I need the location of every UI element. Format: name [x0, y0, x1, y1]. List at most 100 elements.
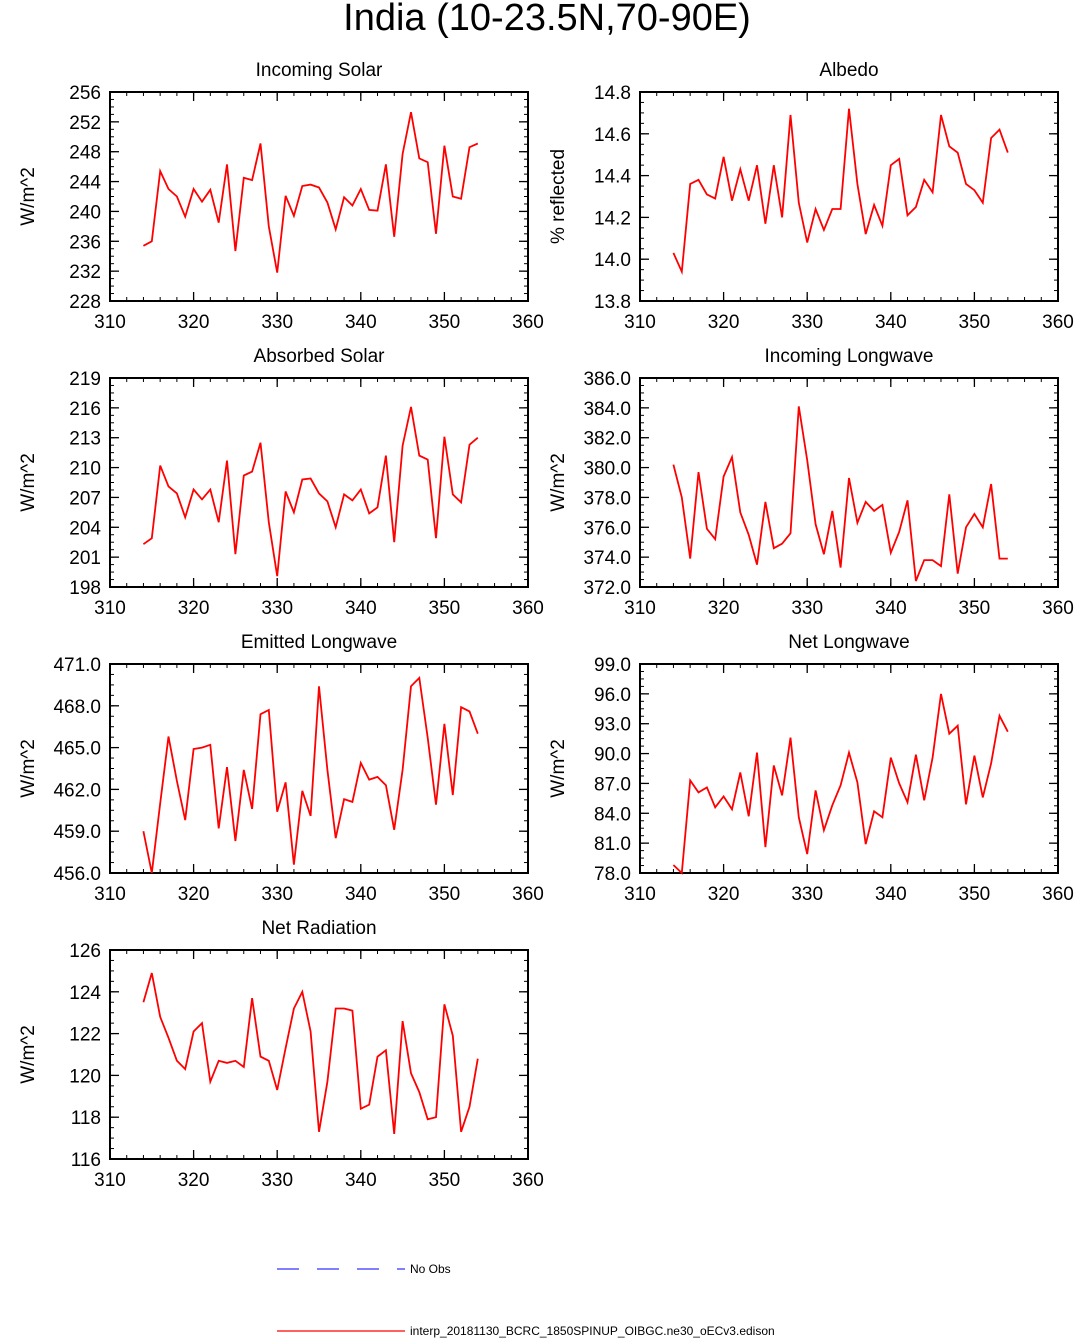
- y-tick-label: 462.0: [53, 780, 101, 801]
- y-tick-label: 122: [69, 1025, 101, 1046]
- y-tick-label: 14.0: [594, 250, 631, 271]
- y-tick-label: 465.0: [53, 739, 101, 760]
- y-tick-label: 372.0: [583, 578, 631, 599]
- series-line: [672, 108, 1009, 276]
- x-tick-label: 320: [708, 598, 740, 619]
- panel-incoming-longwave: Incoming Longwave W/m^2 310 320 330 340 350 360…: [548, 346, 1074, 619]
- x-tick-label: 330: [261, 884, 293, 905]
- y-tick-label: 382.0: [583, 429, 631, 450]
- x-tick-label: 340: [345, 884, 377, 905]
- series-line: [142, 406, 479, 577]
- x-tick-label: 340: [345, 598, 377, 619]
- x-tick-label: 310: [94, 312, 126, 333]
- y-tick-label: 90.0: [594, 745, 631, 766]
- y-tick-label: 213: [69, 429, 101, 450]
- panel-incoming-solar: Incoming Solar W/m^2 310 320 330 340 350 360 228…: [18, 60, 544, 333]
- y-tick-label: 380.0: [583, 459, 631, 480]
- y-axis-label: W/m^2: [18, 1025, 39, 1084]
- panel-title: Incoming Solar: [256, 60, 383, 81]
- panel-title: Albedo: [819, 60, 878, 81]
- y-tick-label: 219: [69, 369, 101, 390]
- series-line: [142, 112, 479, 273]
- x-tick-label: 360: [512, 1170, 544, 1191]
- panel-title: Emitted Longwave: [241, 632, 397, 653]
- x-tick-label: 350: [429, 884, 461, 905]
- y-tick-label: 471.0: [53, 655, 101, 676]
- panels: Incoming Solar W/m^2 310 320 330 340 350 360 228…: [18, 60, 1074, 1191]
- panel-title: Net Radiation: [261, 918, 376, 939]
- x-tick-label: 340: [875, 312, 907, 333]
- x-tick-label: 360: [512, 312, 544, 333]
- y-tick-label: 384.0: [583, 399, 631, 420]
- x-tick-label: 360: [512, 598, 544, 619]
- y-tick-label: 240: [69, 202, 101, 223]
- y-tick-label: 228: [69, 292, 101, 313]
- x-tick-label: 360: [512, 884, 544, 905]
- x-tick-label: 330: [791, 598, 823, 619]
- y-tick-label: 252: [69, 113, 101, 134]
- y-axis-label: W/m^2: [548, 739, 569, 798]
- y-tick-label: 376.0: [583, 518, 631, 539]
- x-tick-label: 320: [708, 884, 740, 905]
- x-tick-label: 310: [94, 1170, 126, 1191]
- y-tick-label: 84.0: [594, 804, 631, 825]
- panel-title: Net Longwave: [788, 632, 909, 653]
- y-tick-label: 81.0: [594, 834, 631, 855]
- y-tick-label: 87.0: [594, 774, 631, 795]
- series-line: [142, 675, 479, 874]
- x-tick-label: 330: [791, 312, 823, 333]
- x-tick-label: 350: [959, 598, 991, 619]
- x-tick-label: 320: [178, 598, 210, 619]
- y-tick-label: 78.0: [594, 864, 631, 885]
- x-tick-label: 350: [429, 312, 461, 333]
- y-tick-label: 210: [69, 459, 101, 480]
- x-tick-label: 350: [429, 1170, 461, 1191]
- panel-net-longwave: Net Longwave W/m^2 310 320 330 340 350 360 78.0 8…: [548, 632, 1074, 905]
- y-tick-label: 14.2: [594, 208, 631, 229]
- legend: No Obs interp_20181130_BCRC_1850SPINUP_O…: [277, 1262, 775, 1338]
- x-tick-label: 340: [345, 1170, 377, 1191]
- x-tick-label: 360: [1042, 598, 1074, 619]
- y-tick-label: 14.6: [594, 125, 631, 146]
- series-line: [672, 406, 1008, 582]
- y-tick-label: 468.0: [53, 697, 101, 718]
- x-tick-label: 320: [178, 312, 210, 333]
- x-tick-label: 310: [624, 598, 656, 619]
- x-tick-label: 310: [94, 884, 126, 905]
- x-tick-label: 340: [345, 312, 377, 333]
- y-tick-label: 126: [69, 941, 101, 962]
- x-tick-label: 330: [261, 598, 293, 619]
- x-tick-label: 320: [178, 1170, 210, 1191]
- y-tick-label: 204: [69, 518, 101, 539]
- y-tick-label: 248: [69, 143, 101, 164]
- y-tick-label: 99.0: [594, 655, 631, 676]
- panel-title: Absorbed Solar: [254, 346, 386, 367]
- y-tick-label: 256: [69, 83, 101, 104]
- plot-frame: [109, 91, 529, 302]
- x-tick-label: 330: [261, 1170, 293, 1191]
- y-tick-label: 201: [69, 548, 101, 569]
- x-tick-label: 350: [959, 884, 991, 905]
- y-tick-label: 14.8: [594, 83, 631, 104]
- y-tick-label: 378.0: [583, 488, 631, 509]
- x-tick-label: 360: [1042, 312, 1074, 333]
- x-tick-label: 320: [178, 884, 210, 905]
- y-tick-label: 118: [71, 1108, 101, 1129]
- y-tick-label: 236: [69, 232, 101, 253]
- x-tick-label: 310: [94, 598, 126, 619]
- y-tick-label: 232: [69, 262, 101, 283]
- y-tick-label: 244: [69, 173, 101, 194]
- x-tick-label: 350: [429, 598, 461, 619]
- legend-label-model: interp_20181130_BCRC_1850SPINUP_OIBGC.ne…: [410, 1324, 775, 1338]
- y-axis-label: % reflected: [548, 149, 569, 244]
- y-tick-label: 198: [69, 578, 101, 599]
- panel-title: Incoming Longwave: [765, 346, 934, 367]
- y-axis-label: W/m^2: [18, 453, 39, 512]
- x-tick-label: 350: [959, 312, 991, 333]
- y-tick-label: 216: [69, 399, 101, 420]
- y-axis-label: W/m^2: [18, 739, 39, 798]
- y-tick-label: 124: [69, 983, 101, 1004]
- y-tick-label: 96.0: [594, 685, 631, 706]
- series-line: [672, 693, 1009, 875]
